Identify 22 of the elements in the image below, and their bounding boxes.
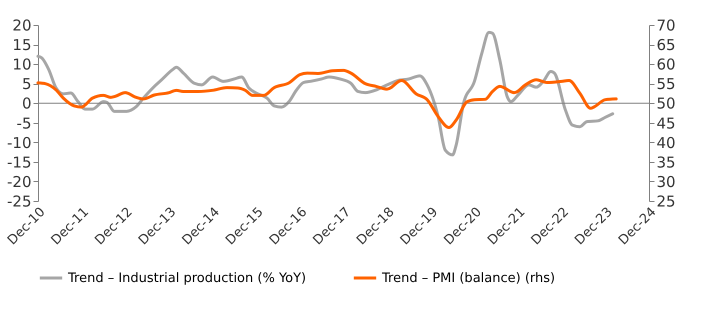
y2-tick-label: 40 [656,134,676,152]
y2-tick-label: 50 [656,94,676,113]
y-tick-label: -20 [7,172,32,191]
y-tick-label: -15 [7,153,32,172]
y2-tick-label: 30 [656,172,676,191]
legend-label: Trend – PMI (balance) (rhs) [381,271,556,286]
legend-label: Trend – Industrial production (% YoY) [67,271,306,286]
y-tick-label: 15 [12,36,32,54]
y2-tick-label: 65 [656,36,676,54]
y2-tick-label: 60 [656,56,676,74]
y-tick-label: 20 [12,16,32,34]
y-tick-label: -25 [7,192,32,210]
y-tick-label: 10 [12,56,32,74]
y2-tick-label: 70 [656,16,676,34]
y-tick-label: -5 [16,114,32,132]
y2-tick-label: 35 [656,153,676,172]
y2-tick-label: 25 [656,192,676,210]
y2-tick-label: 45 [656,114,676,132]
y-tick-label: 5 [22,75,32,94]
y-tick-label: 0 [22,94,32,113]
y2-tick-label: 55 [656,75,676,94]
y-tick-label: -10 [7,134,32,152]
